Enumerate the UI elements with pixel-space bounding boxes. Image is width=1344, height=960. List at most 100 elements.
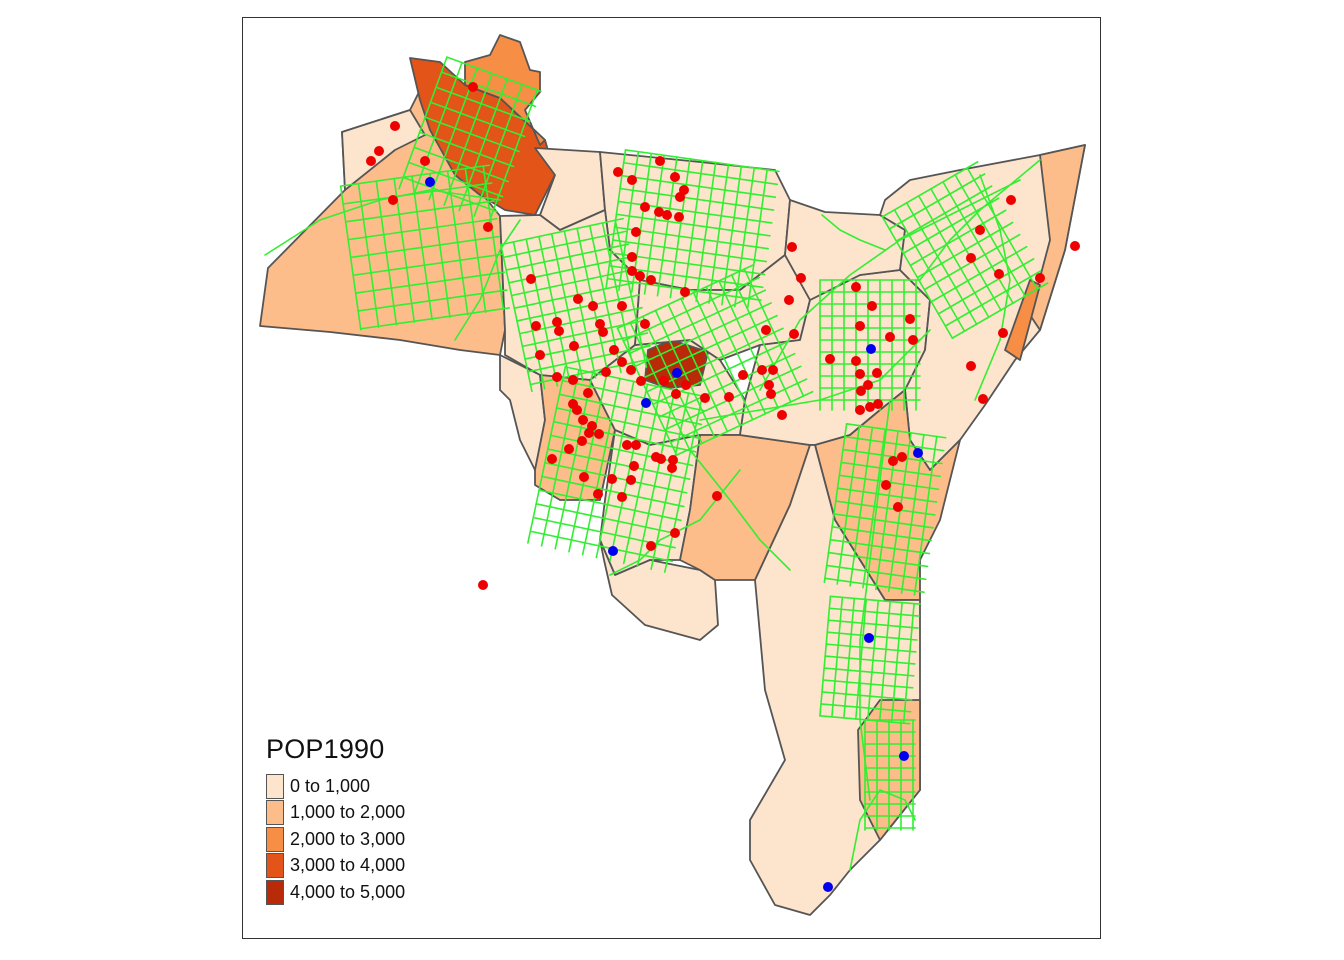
red-point-marker[interactable] xyxy=(646,275,656,285)
red-point-marker[interactable] xyxy=(789,329,799,339)
red-point-marker[interactable] xyxy=(468,82,478,92)
red-point-marker[interactable] xyxy=(855,369,865,379)
blue-point-marker[interactable] xyxy=(864,633,874,643)
red-point-marker[interactable] xyxy=(390,121,400,131)
red-point-marker[interactable] xyxy=(655,156,665,166)
red-point-marker[interactable] xyxy=(675,192,685,202)
red-point-marker[interactable] xyxy=(635,271,645,281)
tract-east-strip[interactable] xyxy=(1029,144,1086,331)
red-point-marker[interactable] xyxy=(998,328,1008,338)
red-point-marker[interactable] xyxy=(893,502,903,512)
red-point-marker[interactable] xyxy=(640,319,650,329)
red-point-marker[interactable] xyxy=(568,375,578,385)
red-point-marker[interactable] xyxy=(761,325,771,335)
red-point-marker[interactable] xyxy=(388,195,398,205)
red-point-marker[interactable] xyxy=(579,472,589,482)
red-point-marker[interactable] xyxy=(671,389,681,399)
red-point-marker[interactable] xyxy=(613,167,623,177)
red-point-marker[interactable] xyxy=(674,212,684,222)
red-point-marker[interactable] xyxy=(627,266,637,276)
red-point-marker[interactable] xyxy=(851,356,861,366)
red-point-marker[interactable] xyxy=(626,475,636,485)
red-point-marker[interactable] xyxy=(975,225,985,235)
red-point-marker[interactable] xyxy=(777,410,787,420)
blue-point-marker[interactable] xyxy=(672,368,682,378)
red-point-marker[interactable] xyxy=(577,436,587,446)
red-point-marker[interactable] xyxy=(757,365,767,375)
red-point-marker[interactable] xyxy=(607,474,617,484)
red-point-marker[interactable] xyxy=(700,393,710,403)
red-point-marker[interactable] xyxy=(1006,195,1016,205)
red-point-marker[interactable] xyxy=(478,580,488,590)
red-point-marker[interactable] xyxy=(420,156,430,166)
red-point-marker[interactable] xyxy=(569,341,579,351)
red-point-marker[interactable] xyxy=(573,294,583,304)
red-point-marker[interactable] xyxy=(662,210,672,220)
red-point-marker[interactable] xyxy=(598,327,608,337)
red-point-marker[interactable] xyxy=(617,301,627,311)
red-point-marker[interactable] xyxy=(856,386,866,396)
red-point-marker[interactable] xyxy=(855,321,865,331)
red-point-marker[interactable] xyxy=(855,405,865,415)
red-point-marker[interactable] xyxy=(670,528,680,538)
red-point-marker[interactable] xyxy=(766,389,776,399)
red-point-marker[interactable] xyxy=(1035,273,1045,283)
red-point-marker[interactable] xyxy=(617,357,627,367)
red-point-marker[interactable] xyxy=(595,319,605,329)
red-point-marker[interactable] xyxy=(594,429,604,439)
red-point-marker[interactable] xyxy=(578,415,588,425)
red-point-marker[interactable] xyxy=(654,207,664,217)
red-point-marker[interactable] xyxy=(885,332,895,342)
red-point-marker[interactable] xyxy=(681,380,691,390)
red-point-marker[interactable] xyxy=(724,392,734,402)
red-point-marker[interactable] xyxy=(966,253,976,263)
red-point-marker[interactable] xyxy=(897,452,907,462)
red-point-marker[interactable] xyxy=(554,326,564,336)
red-point-marker[interactable] xyxy=(572,405,582,415)
red-point-marker[interactable] xyxy=(631,440,641,450)
blue-point-marker[interactable] xyxy=(425,177,435,187)
red-point-marker[interactable] xyxy=(627,252,637,262)
red-point-marker[interactable] xyxy=(667,463,677,473)
red-point-marker[interactable] xyxy=(588,301,598,311)
red-point-marker[interactable] xyxy=(867,301,877,311)
red-point-marker[interactable] xyxy=(636,376,646,386)
red-point-marker[interactable] xyxy=(872,368,882,378)
red-point-marker[interactable] xyxy=(768,365,778,375)
red-point-marker[interactable] xyxy=(640,202,650,212)
red-point-marker[interactable] xyxy=(609,345,619,355)
red-point-marker[interactable] xyxy=(670,172,680,182)
red-point-marker[interactable] xyxy=(583,388,593,398)
blue-point-marker[interactable] xyxy=(866,344,876,354)
red-point-marker[interactable] xyxy=(994,269,1004,279)
blue-point-marker[interactable] xyxy=(899,751,909,761)
red-point-marker[interactable] xyxy=(908,335,918,345)
red-point-marker[interactable] xyxy=(526,274,536,284)
red-point-marker[interactable] xyxy=(626,365,636,375)
red-point-marker[interactable] xyxy=(659,376,669,386)
red-point-marker[interactable] xyxy=(617,492,627,502)
blue-point-marker[interactable] xyxy=(913,448,923,458)
red-point-marker[interactable] xyxy=(531,321,541,331)
red-point-marker[interactable] xyxy=(978,394,988,404)
tract-east-strip-dark[interactable] xyxy=(1004,279,1041,361)
red-point-marker[interactable] xyxy=(738,370,748,380)
red-point-marker[interactable] xyxy=(865,402,875,412)
blue-point-marker[interactable] xyxy=(641,398,651,408)
tract-north-extension[interactable] xyxy=(464,34,546,146)
red-point-marker[interactable] xyxy=(825,354,835,364)
red-point-marker[interactable] xyxy=(374,146,384,156)
red-point-marker[interactable] xyxy=(787,242,797,252)
red-point-marker[interactable] xyxy=(366,156,376,166)
red-point-marker[interactable] xyxy=(584,428,594,438)
red-point-marker[interactable] xyxy=(552,317,562,327)
red-point-marker[interactable] xyxy=(535,350,545,360)
red-point-marker[interactable] xyxy=(627,175,637,185)
red-point-marker[interactable] xyxy=(712,491,722,501)
blue-point-marker[interactable] xyxy=(823,882,833,892)
red-point-marker[interactable] xyxy=(881,480,891,490)
red-point-marker[interactable] xyxy=(784,295,794,305)
red-point-marker[interactable] xyxy=(888,456,898,466)
red-point-marker[interactable] xyxy=(764,380,774,390)
blue-point-marker[interactable] xyxy=(608,546,618,556)
